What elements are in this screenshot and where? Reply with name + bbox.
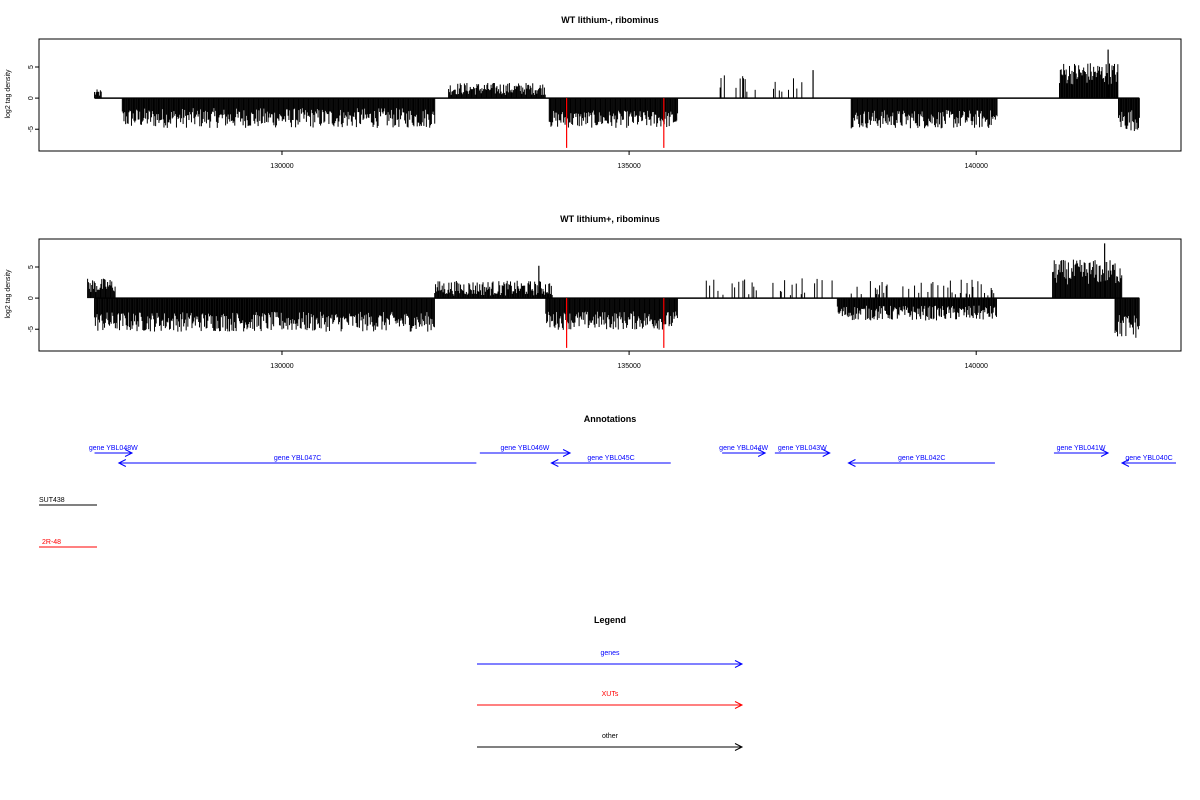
legend: Legend genes XUTs other: [477, 615, 744, 751]
x-tick-label: 130000: [270, 363, 293, 370]
bar-series: [87, 243, 1140, 348]
y-tick-label: 5: [28, 65, 35, 69]
y-axis-label: log2 tag density: [5, 269, 12, 319]
panel-lithium-plus: WT lithium+, ribominus log2 tag density …: [5, 214, 1182, 370]
xut-layer: 2R-48: [39, 539, 97, 548]
gene-label: gene YBL046W: [500, 445, 549, 452]
x-tick-label: 140000: [965, 163, 988, 170]
x-tick-label: 130000: [270, 163, 293, 170]
gene-label: gene YBL040C: [1125, 455, 1172, 462]
axes: -5 0 5 130000 135000 140000: [28, 265, 988, 370]
axes: -5 0 5 130000 135000 140000: [28, 65, 988, 170]
legend-arrow-other-head: [734, 743, 744, 751]
panel-lithium-minus: WT lithium-, ribominus log2 tag density …: [5, 15, 1182, 170]
y-axis-label: log2 tag density: [5, 69, 12, 119]
gene-label: gene YBL044W: [719, 445, 768, 452]
y-tick-label: -5: [28, 126, 35, 132]
legend-label-other: other: [602, 733, 619, 740]
y-tick-label: 5: [28, 265, 35, 269]
gene-label: gene YBL048W: [89, 445, 138, 452]
legend-arrow-xut-head: [734, 701, 744, 709]
gene-label: gene YBL043W: [778, 445, 827, 452]
gene-label: gene YBL041W: [1057, 445, 1106, 452]
x-tick-label: 135000: [617, 363, 640, 370]
gene-arrow-head: [1120, 459, 1130, 467]
panel-title: WT lithium+, ribominus: [560, 214, 660, 224]
y-tick-label: 0: [28, 296, 35, 300]
legend-label-xut: XUTs: [602, 691, 619, 698]
annotations-title: Annotations: [584, 414, 637, 424]
gene-arrow-head: [124, 449, 134, 457]
other-layer: SUT438: [39, 497, 97, 506]
gene-arrow-head: [847, 459, 856, 467]
gene-arrow-head: [822, 449, 831, 457]
gene-arrow-head: [757, 449, 767, 457]
bar-series: [94, 49, 1140, 148]
panel-title: WT lithium-, ribominus: [561, 15, 659, 25]
gene-layer: gene YBL048W gene YBL047C gene YBL046W gene…: [89, 445, 1176, 467]
legend-arrow-gene-head: [734, 660, 744, 668]
plot-frame: [38, 238, 1182, 352]
x-tick-label: 135000: [617, 163, 640, 170]
gene-arrow-head: [550, 459, 559, 467]
x-tick-label: 140000: [965, 363, 988, 370]
gene-label: gene YBL042C: [898, 455, 945, 462]
y-tick-label: -5: [28, 326, 35, 332]
gene-label: gene YBL045C: [587, 455, 634, 462]
gene-arrow-head: [117, 459, 127, 467]
legend-label-gene: genes: [600, 650, 620, 657]
xut-feature-label: 2R-48: [42, 539, 61, 546]
y-tick-label: 0: [28, 96, 35, 100]
legend-items: genes XUTs other: [477, 650, 744, 751]
legend-title: Legend: [594, 615, 626, 625]
other-feature-label: SUT438: [39, 497, 65, 504]
plot-frame: [38, 38, 1182, 152]
gene-label: gene YBL047C: [274, 455, 321, 462]
gene-arrow-head: [562, 449, 572, 457]
gene-arrow-head: [1100, 449, 1110, 457]
